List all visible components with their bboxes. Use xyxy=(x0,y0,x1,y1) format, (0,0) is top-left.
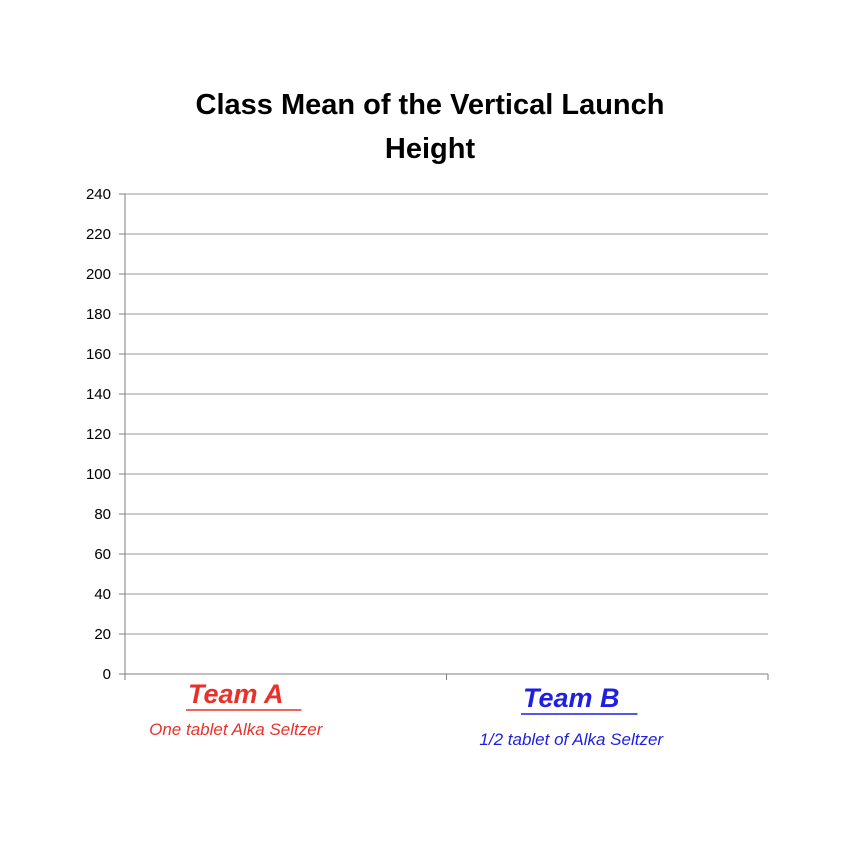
category-labels: Team A One tablet Alka Seltzer Team B 1/2 t… xyxy=(149,679,664,749)
y-tick-label: 40 xyxy=(94,586,111,603)
y-axis: 0 20 40 60 80 100 120 140 160 180 200 220 240 xyxy=(86,186,126,683)
chart-title-line-2: Height xyxy=(385,133,476,165)
chart-title-line-1: Class Mean of the Vertical Launch xyxy=(196,89,665,121)
category-label: Team B xyxy=(523,683,620,713)
y-tick-label: 120 xyxy=(86,426,111,443)
category-label: Team A xyxy=(188,679,284,709)
y-tick-label: 100 xyxy=(86,466,111,483)
y-tick-label: 180 xyxy=(86,306,111,323)
category-description: 1/2 tablet of Alka Seltzer xyxy=(479,730,664,749)
category-description: One tablet Alka Seltzer xyxy=(149,720,324,739)
y-tick-label: 220 xyxy=(86,226,111,243)
y-tick-label: 0 xyxy=(103,666,111,683)
y-tick-label: 200 xyxy=(86,266,111,283)
y-tick-label: 60 xyxy=(94,546,111,563)
gridlines xyxy=(125,193,768,635)
y-tick-label: 20 xyxy=(94,626,111,643)
x-axis xyxy=(124,673,769,680)
y-tick-label: 140 xyxy=(86,386,111,403)
chart-title: Class Mean of the Vertical Launch Height xyxy=(196,89,665,165)
y-tick-label: 80 xyxy=(94,506,111,523)
y-tick-label: 160 xyxy=(86,346,111,363)
y-tick-label: 240 xyxy=(86,186,111,203)
